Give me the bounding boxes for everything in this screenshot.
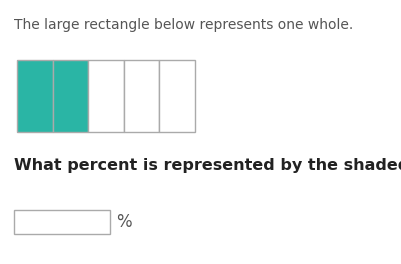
Text: What percent is represented by the shaded area?: What percent is represented by the shade… [14, 158, 401, 173]
Bar [17, 60, 53, 132]
Bar [159, 60, 194, 132]
Bar [124, 60, 159, 132]
Bar [14, 210, 110, 234]
Bar [53, 60, 88, 132]
Text: The large rectangle below represents one whole.: The large rectangle below represents one… [14, 18, 352, 32]
Text: %: % [116, 213, 131, 231]
Bar [88, 60, 124, 132]
